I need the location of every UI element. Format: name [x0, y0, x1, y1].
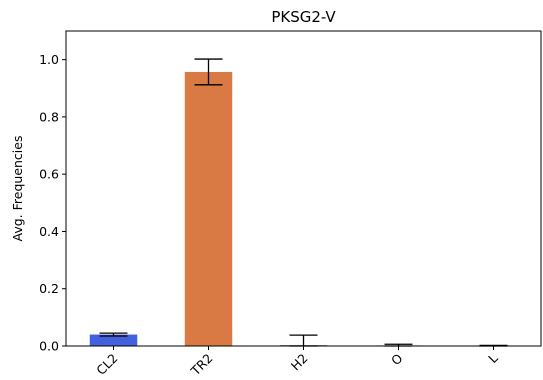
y-tick-label: 0.4: [39, 224, 59, 239]
y-tick-label: 0.6: [39, 167, 59, 182]
bar-cl2: [89, 334, 138, 346]
bars-group: [89, 71, 518, 347]
y-tick-label: 0.8: [39, 109, 59, 124]
plot-frame: [65, 30, 542, 347]
bar-tr2: [184, 71, 233, 346]
y-tick-label: 0.2: [39, 281, 59, 296]
x-tick-label: L: [485, 350, 501, 366]
y-axis-label: Avg. Frequencies: [10, 136, 25, 242]
error-bars-group: [99, 58, 508, 347]
y-tick-label: 0.0: [39, 339, 59, 354]
y-axis: 0.0 0.2 0.4 0.6 0.8 1.0: [39, 52, 66, 354]
chart-title: PKSG2-V: [271, 8, 336, 26]
x-tick-label: O: [388, 350, 406, 368]
y-tick-label: 1.0: [39, 52, 59, 67]
x-tick-label: H2: [288, 351, 311, 374]
x-tick-label: TR2: [187, 351, 215, 379]
x-tick-label: CL2: [93, 351, 120, 378]
x-axis: CL2 TR2 H2 O L: [93, 346, 501, 379]
